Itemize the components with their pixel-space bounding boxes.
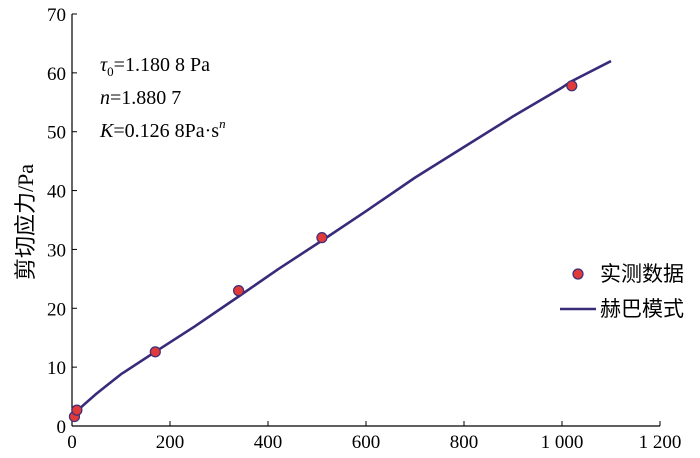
annotation-symbol: K	[99, 120, 115, 142]
annotation: n=1.880 7	[100, 87, 181, 109]
y-tick-label: 70	[47, 5, 66, 26]
data-point	[71, 404, 83, 416]
y-axis-label: 剪切应力/Pa	[13, 164, 38, 280]
x-tick-label: 600	[352, 432, 381, 453]
data-point	[316, 232, 328, 244]
y-tick-label: 0	[57, 417, 67, 438]
annotation-subscript: 0	[107, 64, 114, 79]
annotation-value: =0.126 8Pa·s	[113, 120, 219, 142]
annotations: τ0=1.180 8 Pan=1.880 7K=0.126 8Pa·sn	[99, 54, 226, 142]
legend-marker-scatter	[572, 268, 584, 280]
data-point	[149, 346, 161, 358]
series-layer	[68, 59, 612, 423]
y-tick-label: 20	[47, 299, 66, 320]
y-tick-label: 60	[47, 64, 66, 85]
annotation-superscript: n	[219, 116, 226, 131]
annotation-symbol: τ	[100, 54, 108, 76]
x-tick-label: 1 200	[639, 432, 682, 453]
x-tick-label: 400	[254, 432, 283, 453]
y-tick-label: 50	[47, 123, 66, 144]
legend-label-scatter: 实测数据	[600, 262, 684, 286]
y-tick-label: 30	[47, 240, 66, 261]
annotation-value: =1.880 7	[110, 87, 181, 109]
y-tick-label: 40	[47, 182, 66, 203]
x-tick-label: 0	[67, 432, 77, 453]
y-tick-label: 10	[47, 358, 66, 379]
data-point	[233, 285, 245, 297]
ticks: 0 200 400 600 800 1 000 1 200 0 10 20 30 40 50 60 70	[47, 5, 681, 453]
annotation-value: =1.180 8 Pa	[114, 54, 210, 76]
data-point	[566, 80, 578, 92]
fit-line	[70, 59, 612, 420]
annotation: K=0.126 8Pa·sn	[99, 116, 226, 142]
legend-label-line: 赫巴模式	[600, 297, 684, 321]
x-tick-label: 800	[450, 432, 479, 453]
annotation: τ0=1.180 8 Pa	[100, 54, 210, 79]
annotation-symbol: n	[100, 87, 110, 109]
x-tick-label: 1 000	[541, 432, 584, 453]
x-tick-label: 200	[156, 432, 185, 453]
